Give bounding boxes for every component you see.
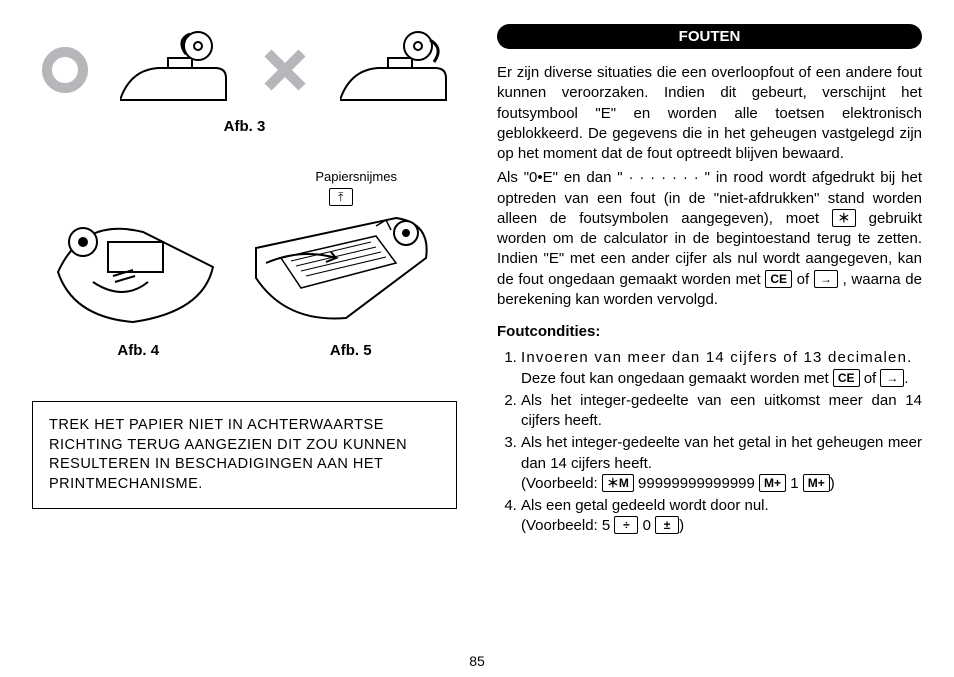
para-1: Er zijn diverse situaties die een overlo…	[497, 63, 922, 164]
fig4-caption: Afb. 4	[117, 342, 159, 359]
cond3-ex-c: 1	[786, 475, 803, 492]
cond3-text: Als het integer-gedeelte van het getal i…	[521, 434, 922, 471]
plus-minus-key-icon: ±	[655, 516, 679, 534]
divide-key-icon: ÷	[614, 516, 638, 534]
wrong-mark-icon	[260, 45, 310, 95]
ce-key-icon: CE	[833, 369, 860, 387]
figure-row-2: ⤒	[32, 188, 457, 332]
fig5-caption: Afb. 5	[330, 342, 372, 359]
condition-3: Als het integer-gedeelte van het getal i…	[521, 433, 922, 494]
cond3-ex-d: )	[830, 475, 835, 492]
fig3-correct-illustration	[120, 30, 230, 110]
paper-feed-key-icon: ⤒	[329, 188, 353, 206]
right-column: FOUTEN Er zijn diverse situaties die een…	[477, 24, 922, 665]
cond1-text-b: Deze fout kan ongedaan gemaakt worden me…	[521, 370, 833, 387]
fig45-captions: Afb. 4 Afb. 5	[32, 342, 457, 359]
conditions-heading: Foutcondities:	[497, 322, 922, 342]
arrow-key-icon: →	[880, 369, 904, 387]
ce-key-icon: CE	[765, 270, 792, 288]
star-key-icon: ＊	[832, 209, 856, 227]
condition-4: Als een getal gedeeld wordt door nul. (V…	[521, 496, 922, 537]
cond4-ex-c: )	[679, 517, 684, 534]
cond4-ex-b: 0	[638, 517, 655, 534]
warning-box: TREK HET PAPIER NIET IN ACHTERWAARTSE RI…	[32, 401, 457, 509]
fig5-illustration	[246, 208, 436, 328]
cond3-ex-a: (Voorbeeld:	[521, 475, 602, 492]
cond3-ex-b: 99999999999999	[634, 475, 759, 492]
fig3-caption: Afb. 3	[32, 118, 457, 135]
condition-1: Invoeren van meer dan 14 cijfers of 13 d…	[521, 348, 922, 389]
manual-page: Afb. 3 Papiersnijmes ⤒	[0, 0, 954, 677]
figure-row-1	[32, 30, 457, 110]
arrow-key-icon: →	[814, 270, 838, 288]
star-m-key-icon: ＊M	[602, 474, 634, 492]
cond4-ex-a: (Voorbeeld: 5	[521, 517, 614, 534]
section-header-fouten: FOUTEN	[497, 24, 922, 49]
paper-cutter-label: Papiersnijmes	[32, 169, 457, 184]
cond1-text-a: Invoeren van meer dan 14 cijfers of 13 d…	[521, 349, 913, 366]
correct-mark-icon	[40, 45, 90, 95]
fig5-wrapper: ⤒	[246, 188, 436, 332]
para2-text-a: Als "0•E" en dan " · · · · · · · " in ro…	[497, 169, 922, 227]
cond1-text-d: .	[904, 370, 908, 387]
page-number: 85	[0, 653, 954, 669]
conditions-list: Invoeren van meer dan 14 cijfers of 13 d…	[497, 348, 922, 538]
fig4-illustration	[53, 212, 223, 332]
para2-text-c: of	[797, 271, 814, 288]
fig3-wrong-illustration	[340, 30, 450, 110]
left-column: Afb. 3 Papiersnijmes ⤒	[32, 24, 477, 665]
condition-2: Als het integer-gedeelte van een uitkoms…	[521, 391, 922, 432]
para-2: Als "0•E" en dan " · · · · · · · " in ro…	[497, 168, 922, 310]
cond4-text: Als een getal gedeeld wordt door nul.	[521, 497, 769, 514]
m-plus-key-icon: M+	[759, 474, 786, 492]
cond1-text-c: of	[864, 370, 881, 387]
m-plus-key-icon: M+	[803, 474, 830, 492]
